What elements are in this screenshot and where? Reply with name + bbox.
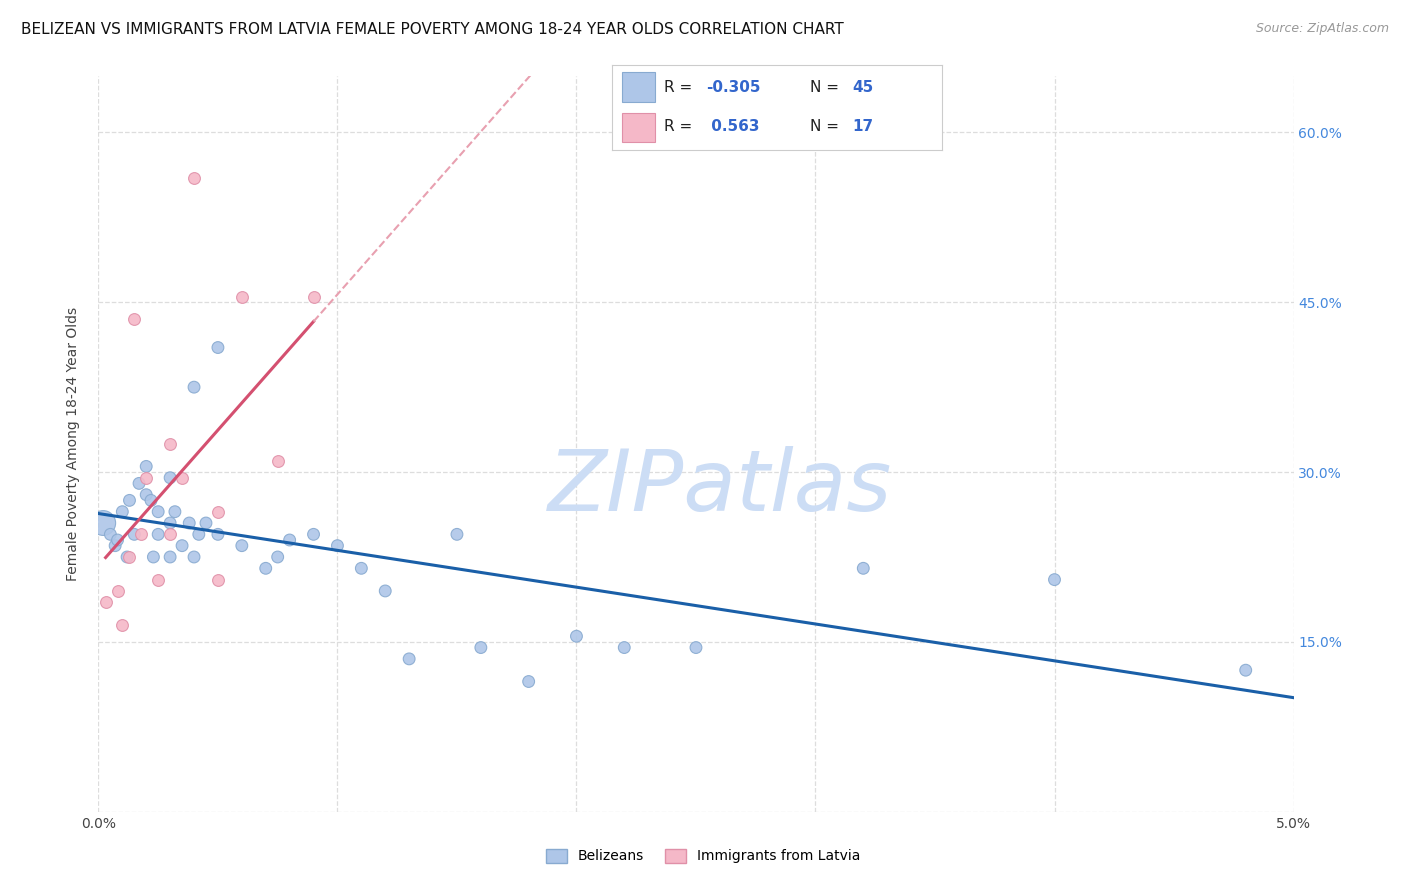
Text: Source: ZipAtlas.com: Source: ZipAtlas.com <box>1256 22 1389 36</box>
Point <box>111 505 134 519</box>
Point <box>94 595 117 609</box>
Point <box>104 539 127 553</box>
Point <box>159 549 181 564</box>
Point <box>302 527 325 541</box>
Point <box>131 527 153 541</box>
Point <box>195 516 218 530</box>
Point <box>302 289 325 303</box>
Point <box>187 527 209 541</box>
Point <box>107 584 129 599</box>
Point <box>183 549 205 564</box>
Text: R =: R = <box>665 120 697 135</box>
Point <box>172 539 194 553</box>
Point <box>159 516 181 530</box>
Y-axis label: Female Poverty Among 18-24 Year Olds: Female Poverty Among 18-24 Year Olds <box>66 307 80 581</box>
Point <box>207 505 229 519</box>
Point <box>374 584 396 599</box>
Point <box>159 436 181 450</box>
Point <box>135 459 157 474</box>
Point <box>115 549 138 564</box>
Point <box>163 505 186 519</box>
Point <box>91 516 114 530</box>
Text: N =: N = <box>810 79 844 95</box>
Point <box>267 454 290 468</box>
Point <box>148 527 170 541</box>
Point <box>159 527 181 541</box>
Point <box>207 527 229 541</box>
Point <box>326 539 349 553</box>
Point <box>118 493 141 508</box>
Point <box>135 488 157 502</box>
Point <box>398 652 420 666</box>
Point <box>128 476 150 491</box>
Point <box>183 170 205 185</box>
Point <box>183 380 205 394</box>
Point <box>172 471 194 485</box>
Legend: Belizeans, Immigrants from Latvia: Belizeans, Immigrants from Latvia <box>540 843 866 869</box>
FancyBboxPatch shape <box>621 112 655 142</box>
Point <box>135 471 157 485</box>
Text: -0.305: -0.305 <box>706 79 761 95</box>
Point <box>179 516 201 530</box>
Point <box>231 289 253 303</box>
Point <box>254 561 277 575</box>
Point <box>148 573 170 587</box>
Point <box>98 527 122 541</box>
Point <box>107 533 129 547</box>
Text: R =: R = <box>665 79 697 95</box>
Point <box>148 505 170 519</box>
Point <box>139 493 162 508</box>
Text: 45: 45 <box>853 79 875 95</box>
Point <box>267 549 290 564</box>
Point <box>231 539 253 553</box>
FancyBboxPatch shape <box>621 72 655 102</box>
Point <box>207 573 229 587</box>
Point <box>685 640 707 655</box>
Text: ZIPatlas: ZIPatlas <box>548 446 891 530</box>
Point <box>565 629 588 643</box>
Point <box>124 527 146 541</box>
Point <box>124 312 146 326</box>
Point <box>470 640 492 655</box>
Point <box>159 471 181 485</box>
Text: BELIZEAN VS IMMIGRANTS FROM LATVIA FEMALE POVERTY AMONG 18-24 YEAR OLDS CORRELAT: BELIZEAN VS IMMIGRANTS FROM LATVIA FEMAL… <box>21 22 844 37</box>
Point <box>278 533 301 547</box>
Point <box>118 549 141 564</box>
Point <box>613 640 636 655</box>
Text: N =: N = <box>810 120 844 135</box>
Text: 17: 17 <box>853 120 875 135</box>
Point <box>111 618 134 632</box>
Point <box>852 561 875 575</box>
Point <box>446 527 468 541</box>
Point <box>207 341 229 355</box>
Point <box>517 674 540 689</box>
Point <box>350 561 373 575</box>
Text: 0.563: 0.563 <box>706 120 759 135</box>
Point <box>1043 573 1066 587</box>
Point <box>1234 663 1257 677</box>
Point <box>142 549 165 564</box>
